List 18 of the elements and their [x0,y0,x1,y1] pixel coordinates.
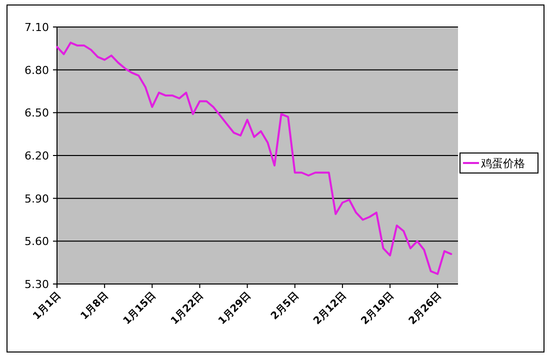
x-tick-label: 1月1日 [31,290,64,322]
line-series [56,42,452,276]
y-tick-label: 6.50 [24,106,49,120]
x-tick-label: 2月26日 [407,290,444,328]
x-tick-label: 2月19日 [359,290,396,328]
y-tick-label: 5.30 [24,278,49,291]
y-tick-label: 7.10 [24,21,49,34]
x-tick-label: 2月12日 [312,290,349,328]
y-tick-label: 5.60 [24,235,49,248]
x-tick-label: 1月22日 [169,290,206,328]
y-tick-label: 6.20 [24,150,49,162]
y-tick-label: 5.90 [24,192,49,206]
x-tick-label: 2月5日 [269,290,302,322]
x-tick-label: 1月15日 [122,290,158,328]
x-tick-label: 1月29日 [216,290,254,328]
x-tick-label: 1月8日 [78,290,111,322]
y-tick-label: 6.80 [24,64,49,77]
legend-label: 鸡蛋价格 [480,157,525,170]
